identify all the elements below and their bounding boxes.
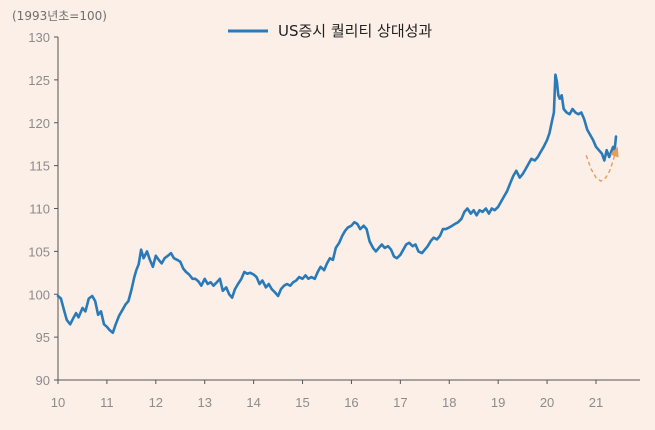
unit-label: (1993년초=100) bbox=[12, 9, 107, 23]
y-tick-label: 100 bbox=[28, 287, 50, 302]
x-tick-label: 15 bbox=[295, 395, 309, 410]
y-tick-label: 110 bbox=[29, 202, 50, 217]
x-tick-label: 10 bbox=[51, 395, 65, 410]
legend: US증시 퀄리티 상대성과 bbox=[228, 22, 432, 40]
y-tick-label: 105 bbox=[28, 244, 50, 259]
annotation-arrowhead bbox=[610, 146, 619, 158]
x-tick-label: 18 bbox=[442, 395, 456, 410]
annotation-dashed-curve bbox=[585, 148, 618, 182]
x-tick-label: 17 bbox=[393, 395, 407, 410]
series-line bbox=[56, 73, 618, 335]
x-tick-label: 14 bbox=[246, 395, 260, 410]
x-tick-label: 11 bbox=[100, 395, 114, 410]
x-tick-label: 16 bbox=[344, 395, 358, 410]
x-tick-label: 20 bbox=[540, 395, 554, 410]
y-axis: 90 95 100 105 110 115 120 125 130 bbox=[28, 30, 58, 388]
trend-annotation bbox=[585, 146, 619, 182]
x-tick-label: 21 bbox=[589, 395, 603, 410]
y-tick-label: 120 bbox=[28, 116, 50, 131]
x-axis: 10 11 12 13 14 15 16 17 18 19 20 21 bbox=[51, 380, 603, 410]
y-tick-label: 125 bbox=[28, 73, 50, 88]
legend-label: US증시 퀄리티 상대성과 bbox=[278, 22, 432, 40]
y-tick-label: 115 bbox=[29, 159, 50, 174]
series-group bbox=[56, 73, 618, 335]
x-tick-label: 12 bbox=[149, 395, 163, 410]
x-tick-label: 13 bbox=[197, 395, 211, 410]
y-tick-label: 95 bbox=[36, 330, 50, 345]
y-tick-label: 90 bbox=[36, 373, 50, 388]
y-tick-label: 130 bbox=[28, 30, 50, 45]
x-tick-label: 19 bbox=[491, 395, 505, 410]
